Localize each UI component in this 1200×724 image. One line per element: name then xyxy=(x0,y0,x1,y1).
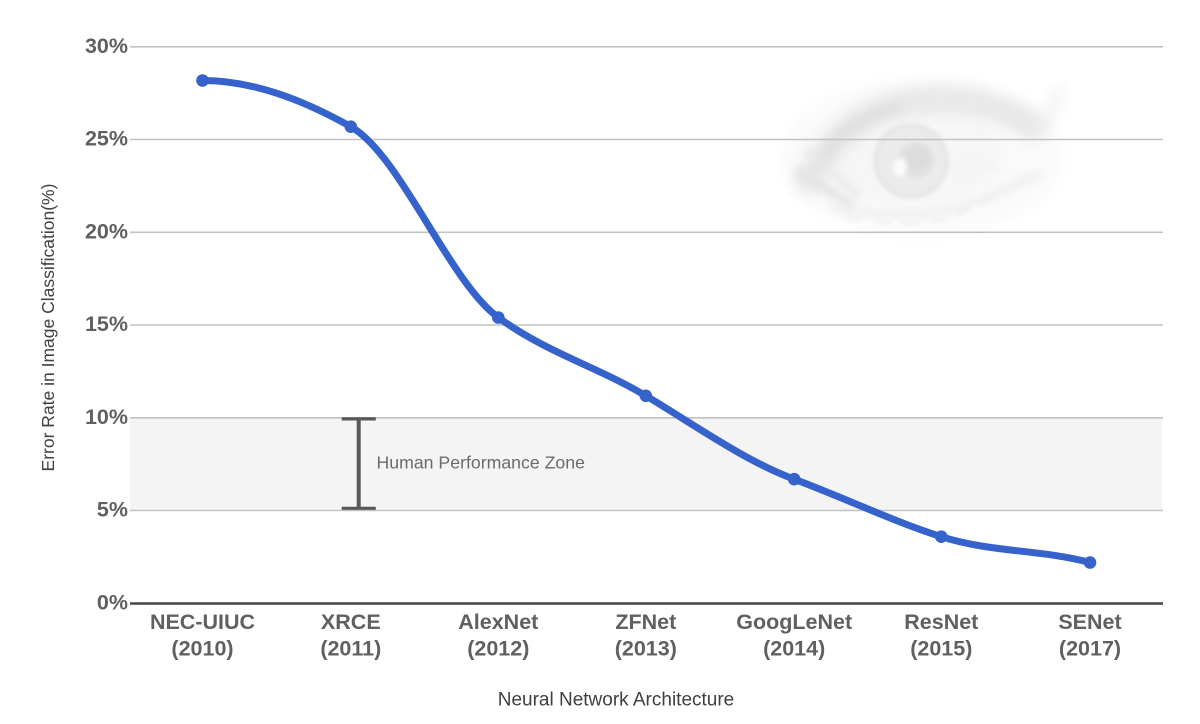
svg-text:(2014): (2014) xyxy=(763,636,825,660)
svg-text:Error Rate in Image Classifica: Error Rate in Image Classification(%) xyxy=(38,184,58,472)
svg-text:AlexNet: AlexNet xyxy=(458,610,538,634)
svg-text:25%: 25% xyxy=(85,127,128,151)
svg-text:(2012): (2012) xyxy=(467,636,529,660)
svg-text:15%: 15% xyxy=(85,312,128,336)
svg-text:20%: 20% xyxy=(85,219,128,243)
svg-text:Neural Network Architecture: Neural Network Architecture xyxy=(498,689,735,710)
svg-text:(2017): (2017) xyxy=(1059,636,1121,660)
svg-text:Human Performance Zone: Human Performance Zone xyxy=(377,453,586,473)
svg-text:GoogLeNet: GoogLeNet xyxy=(736,610,852,634)
svg-text:ResNet: ResNet xyxy=(904,610,978,634)
svg-text:NEC-UIUC: NEC-UIUC xyxy=(150,610,255,634)
svg-text:0%: 0% xyxy=(97,590,128,614)
svg-text:ZFNet: ZFNet xyxy=(615,610,676,634)
svg-text:(2011): (2011) xyxy=(320,636,381,660)
svg-text:(2015): (2015) xyxy=(910,636,972,660)
svg-text:5%: 5% xyxy=(97,498,128,522)
svg-text:(2013): (2013) xyxy=(615,636,677,660)
svg-text:10%: 10% xyxy=(85,405,128,429)
svg-text:30%: 30% xyxy=(85,34,128,58)
svg-text:XRCE: XRCE xyxy=(321,610,381,634)
svg-text:SENet: SENet xyxy=(1058,610,1121,634)
svg-text:(2010): (2010) xyxy=(171,636,233,660)
